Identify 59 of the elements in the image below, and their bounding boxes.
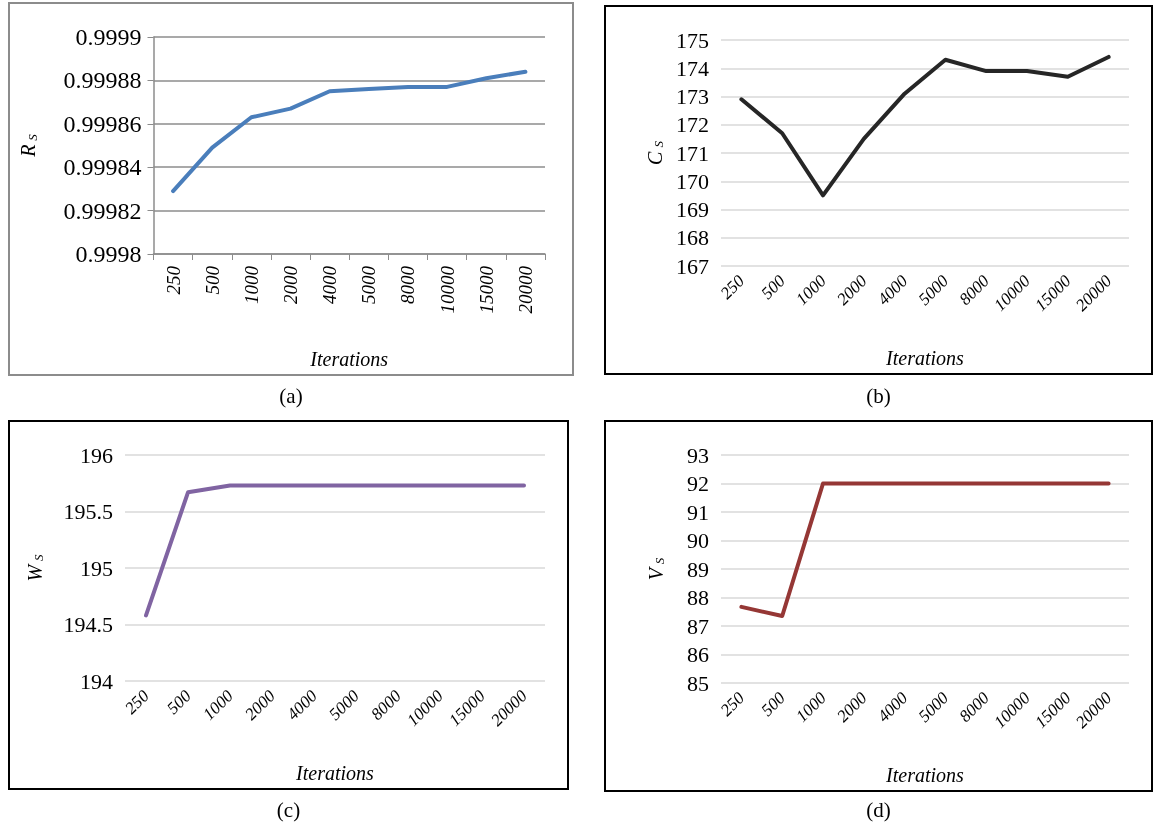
y-tick-label: 196 — [80, 442, 113, 468]
x-tick-label: 1000 — [240, 265, 262, 304]
x-tick-label: 500 — [757, 687, 790, 720]
y-tick-label: 0.99984 — [63, 154, 142, 181]
y-tick-label: 0.99988 — [63, 67, 142, 94]
x-tick-label: 250 — [716, 687, 749, 720]
y-tick-label: 0.99986 — [63, 110, 142, 137]
y-tick-label: 168 — [676, 225, 709, 251]
x-tick-label: 250 — [162, 265, 184, 295]
y-tick-label: 172 — [676, 112, 709, 138]
text: (d) — [865, 798, 892, 823]
y-tick-label: 91 — [687, 499, 709, 525]
y-tick-label: 170 — [676, 168, 709, 194]
y-tick-label: 93 — [687, 442, 709, 468]
x-tick-label: 20000 — [514, 265, 536, 314]
x-tick-label: 8000 — [397, 265, 419, 304]
x-tick-label: 500 — [163, 685, 196, 718]
y-tick-label: 0.99982 — [63, 197, 142, 224]
line-series — [739, 54, 1111, 198]
y-tick-label: 0.9999 — [75, 24, 142, 50]
y-tick-label: 90 — [687, 528, 709, 553]
text: (c) — [275, 798, 302, 823]
y-tick-label: 86 — [687, 642, 709, 667]
y-tick-label: 174 — [676, 55, 709, 81]
x-axis-title: Iterations — [885, 347, 965, 369]
x-tick-label: 15000 — [475, 265, 497, 314]
y-tick-label: 167 — [676, 253, 709, 279]
y-tick-label: 169 — [676, 197, 709, 222]
text: (b) — [865, 384, 892, 409]
y-axis-title: VS — [644, 557, 667, 581]
y-tick-label: 194.5 — [63, 612, 113, 637]
y-tick-label: 171 — [676, 140, 709, 166]
x-axis-title: Iterations — [295, 762, 375, 784]
y-tick-label: 175 — [676, 27, 709, 53]
x-axis-title: Iterations — [885, 764, 965, 786]
x-axis-title: Iterations — [309, 348, 389, 370]
y-tick-label: 85 — [687, 670, 709, 696]
line-series — [171, 69, 528, 194]
x-tick-label: 4000 — [319, 265, 341, 304]
y-tick-label: 89 — [687, 556, 709, 582]
y-axis-title: CS — [643, 140, 667, 165]
y-axis-title: RS — [17, 133, 40, 158]
x-tick-label: 500 — [757, 270, 790, 303]
text: (a) — [278, 384, 304, 409]
y-tick-label: 173 — [676, 84, 709, 109]
y-tick-label: 87 — [687, 613, 709, 639]
y-axis-title: WS — [23, 553, 46, 582]
y-tick-label: 194 — [80, 668, 113, 694]
y-tick-label: 195 — [80, 555, 113, 581]
x-tick-label: 250 — [121, 685, 154, 718]
y-tick-label: 0.9998 — [75, 241, 142, 267]
y-tick-label: 88 — [687, 585, 709, 610]
x-tick-label: 2000 — [280, 265, 302, 304]
x-tick-label: 250 — [716, 270, 749, 303]
y-tick-label: 92 — [687, 471, 709, 496]
x-tick-label: 10000 — [436, 265, 458, 314]
x-tick-label: 500 — [201, 265, 223, 295]
y-tick-label: 195.5 — [63, 499, 113, 524]
x-tick-label: 5000 — [358, 265, 380, 304]
